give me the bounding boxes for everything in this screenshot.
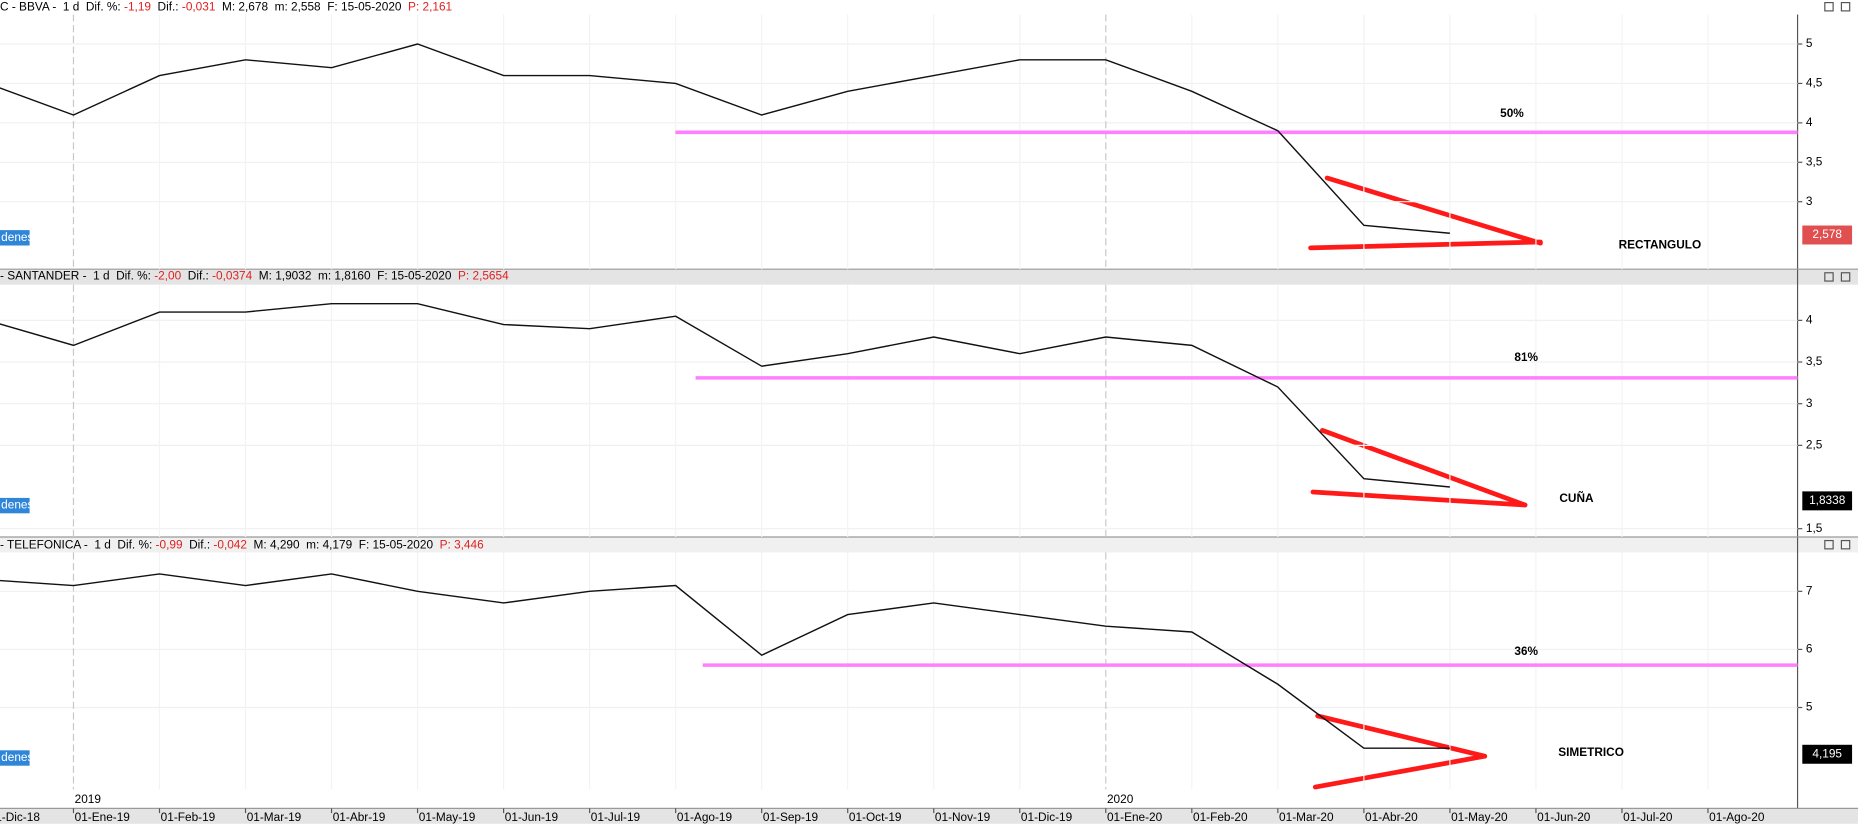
- header-field: C - BBVA - 1 d Dif. %:: [0, 0, 124, 13]
- pattern-label: CUÑA: [1559, 491, 1594, 505]
- x-tick-label: 01-Jul-20: [1623, 810, 1673, 824]
- window-button[interactable]: [1824, 539, 1834, 550]
- retracement-label: 50%: [1500, 106, 1524, 120]
- y-tick-label: 4: [1806, 312, 1813, 326]
- x-tick-label: 01-Jun-20: [1537, 810, 1591, 824]
- header-field: P: 2,5654: [458, 268, 509, 282]
- x-tick-label: 01-May-20: [1451, 810, 1508, 824]
- retracement-label: 36%: [1514, 644, 1538, 658]
- x-tick-label: 01-Ene-20: [1107, 810, 1163, 824]
- y-tick-label: 7: [1806, 583, 1813, 597]
- y-tick-label: 5: [1806, 700, 1813, 714]
- last-price-box: [1802, 225, 1853, 245]
- x-tick-label: 01-Jun-19: [505, 810, 559, 824]
- x-tick-label: 01-Ago-20: [1709, 810, 1765, 824]
- last-price-label: 2,578: [1812, 227, 1842, 241]
- header-field: -1,19: [124, 0, 151, 13]
- pattern-lines: [1308, 175, 1543, 790]
- orders-tab: [0, 230, 30, 246]
- year-label: 2019: [75, 792, 102, 806]
- window-button[interactable]: [1840, 539, 1851, 550]
- y-tick-label: 3,5: [1806, 354, 1823, 368]
- price-line: [0, 573, 1450, 749]
- x-tick-label: 01-Nov-19: [935, 810, 991, 824]
- header-field: -2,00: [154, 268, 181, 282]
- x-tick-label: 01-Mar-20: [1279, 810, 1334, 824]
- x-tick-label: 01-Dic-18: [0, 810, 40, 824]
- y-tick-label: 3,5: [1806, 154, 1823, 168]
- x-tick-label: 01-Oct-19: [849, 810, 902, 824]
- trend-line: [1324, 175, 1543, 246]
- header-field: -0,99: [156, 537, 183, 551]
- pattern-label: RECTANGULO: [1619, 238, 1702, 252]
- last-price-box: [1802, 491, 1853, 511]
- last-price-label: 4,195: [1812, 746, 1842, 760]
- last-price-label: 1,8338: [1809, 493, 1846, 507]
- header-field: -0,0374: [212, 268, 253, 282]
- window-buttons[interactable]: [1824, 2, 1851, 550]
- panel-header-bar: [0, 269, 1858, 285]
- orders-label: denes: [1, 750, 33, 764]
- orders-tab: [0, 750, 30, 766]
- header-field: P: 2,161: [408, 0, 452, 13]
- orders-label: denes: [1, 230, 33, 244]
- y-tick-label: 4,5: [1806, 76, 1823, 90]
- x-tick-label: 01-Ago-19: [677, 810, 733, 824]
- price-line: [0, 43, 1450, 234]
- y-tick-label: 1,5: [1806, 521, 1823, 535]
- x-tick-label: 01-Feb-20: [1193, 810, 1248, 824]
- x-axis-bar: [0, 808, 1858, 824]
- x-tick-label: 01-Abr-20: [1365, 810, 1418, 824]
- x-tick-label: 01-Abr-19: [333, 810, 386, 824]
- header-field: P: 3,446: [440, 537, 484, 551]
- header-field: Dif.:: [183, 537, 214, 551]
- y-tick-label: 5: [1806, 36, 1813, 50]
- header-field: M: 2,678 m: 2,558 F: 15-05-2020: [215, 0, 408, 13]
- panel-header-bar: [0, 537, 1858, 553]
- y-tick-label: 3: [1806, 194, 1813, 208]
- header-field: -0,042: [213, 537, 247, 551]
- x-tick-label: 01-Jul-19: [591, 810, 641, 824]
- x-tick-label: 01-Mar-19: [247, 810, 302, 824]
- header-field: M: 1,9032 m: 1,8160 F: 15-05-2020: [252, 268, 458, 282]
- x-tick-label: 01-May-19: [419, 810, 476, 824]
- panel-header: - SANTANDER - 1 d Dif. %: -2,00 Dif.: -0…: [0, 268, 509, 282]
- window-button[interactable]: [1824, 2, 1834, 12]
- window-button[interactable]: [1840, 2, 1851, 12]
- trend-line: [1308, 239, 1543, 251]
- panel-header: C - BBVA - 1 d Dif. %: -1,19 Dif.: -0,03…: [0, 0, 452, 13]
- orders-tab: [0, 497, 30, 514]
- trend-line: [1310, 489, 1528, 508]
- header-field: -0,031: [182, 0, 216, 13]
- header-field: M: 4,290 m: 4,179 F: 15-05-2020: [247, 537, 440, 551]
- last-price-box: [1802, 744, 1853, 764]
- header-field: Dif.:: [151, 0, 182, 13]
- x-tick-label: 01-Ene-19: [75, 810, 131, 824]
- retracement-label: 81%: [1514, 350, 1538, 364]
- price-line: [0, 302, 1450, 488]
- trend-line: [1315, 713, 1488, 759]
- orders-label: denes: [1, 498, 33, 512]
- x-tick-label: 01-Sep-19: [763, 810, 819, 824]
- trend-line: [1320, 427, 1528, 508]
- trend-line: [1312, 753, 1488, 790]
- x-tick-label: 01-Feb-19: [161, 810, 216, 824]
- y-tick-label: 4: [1806, 115, 1813, 129]
- panel-header: - TELEFONICA - 1 d Dif. %: -0,99 Dif.: -…: [0, 537, 484, 551]
- x-tick-label: 01-Dic-19: [1021, 810, 1073, 824]
- header-field: Dif.:: [181, 268, 212, 282]
- y-tick-label: 2,5: [1806, 437, 1823, 451]
- y-tick-label: 3: [1806, 396, 1813, 410]
- y-tick-label: 6: [1806, 642, 1813, 656]
- header-field: - SANTANDER - 1 d Dif. %:: [0, 268, 154, 282]
- header-field: - TELEFONICA - 1 d Dif. %:: [0, 537, 156, 551]
- pattern-label: SIMETRICO: [1558, 745, 1624, 759]
- window-button[interactable]: [1824, 272, 1834, 282]
- year-label: 2020: [1107, 792, 1134, 806]
- window-button[interactable]: [1840, 272, 1851, 282]
